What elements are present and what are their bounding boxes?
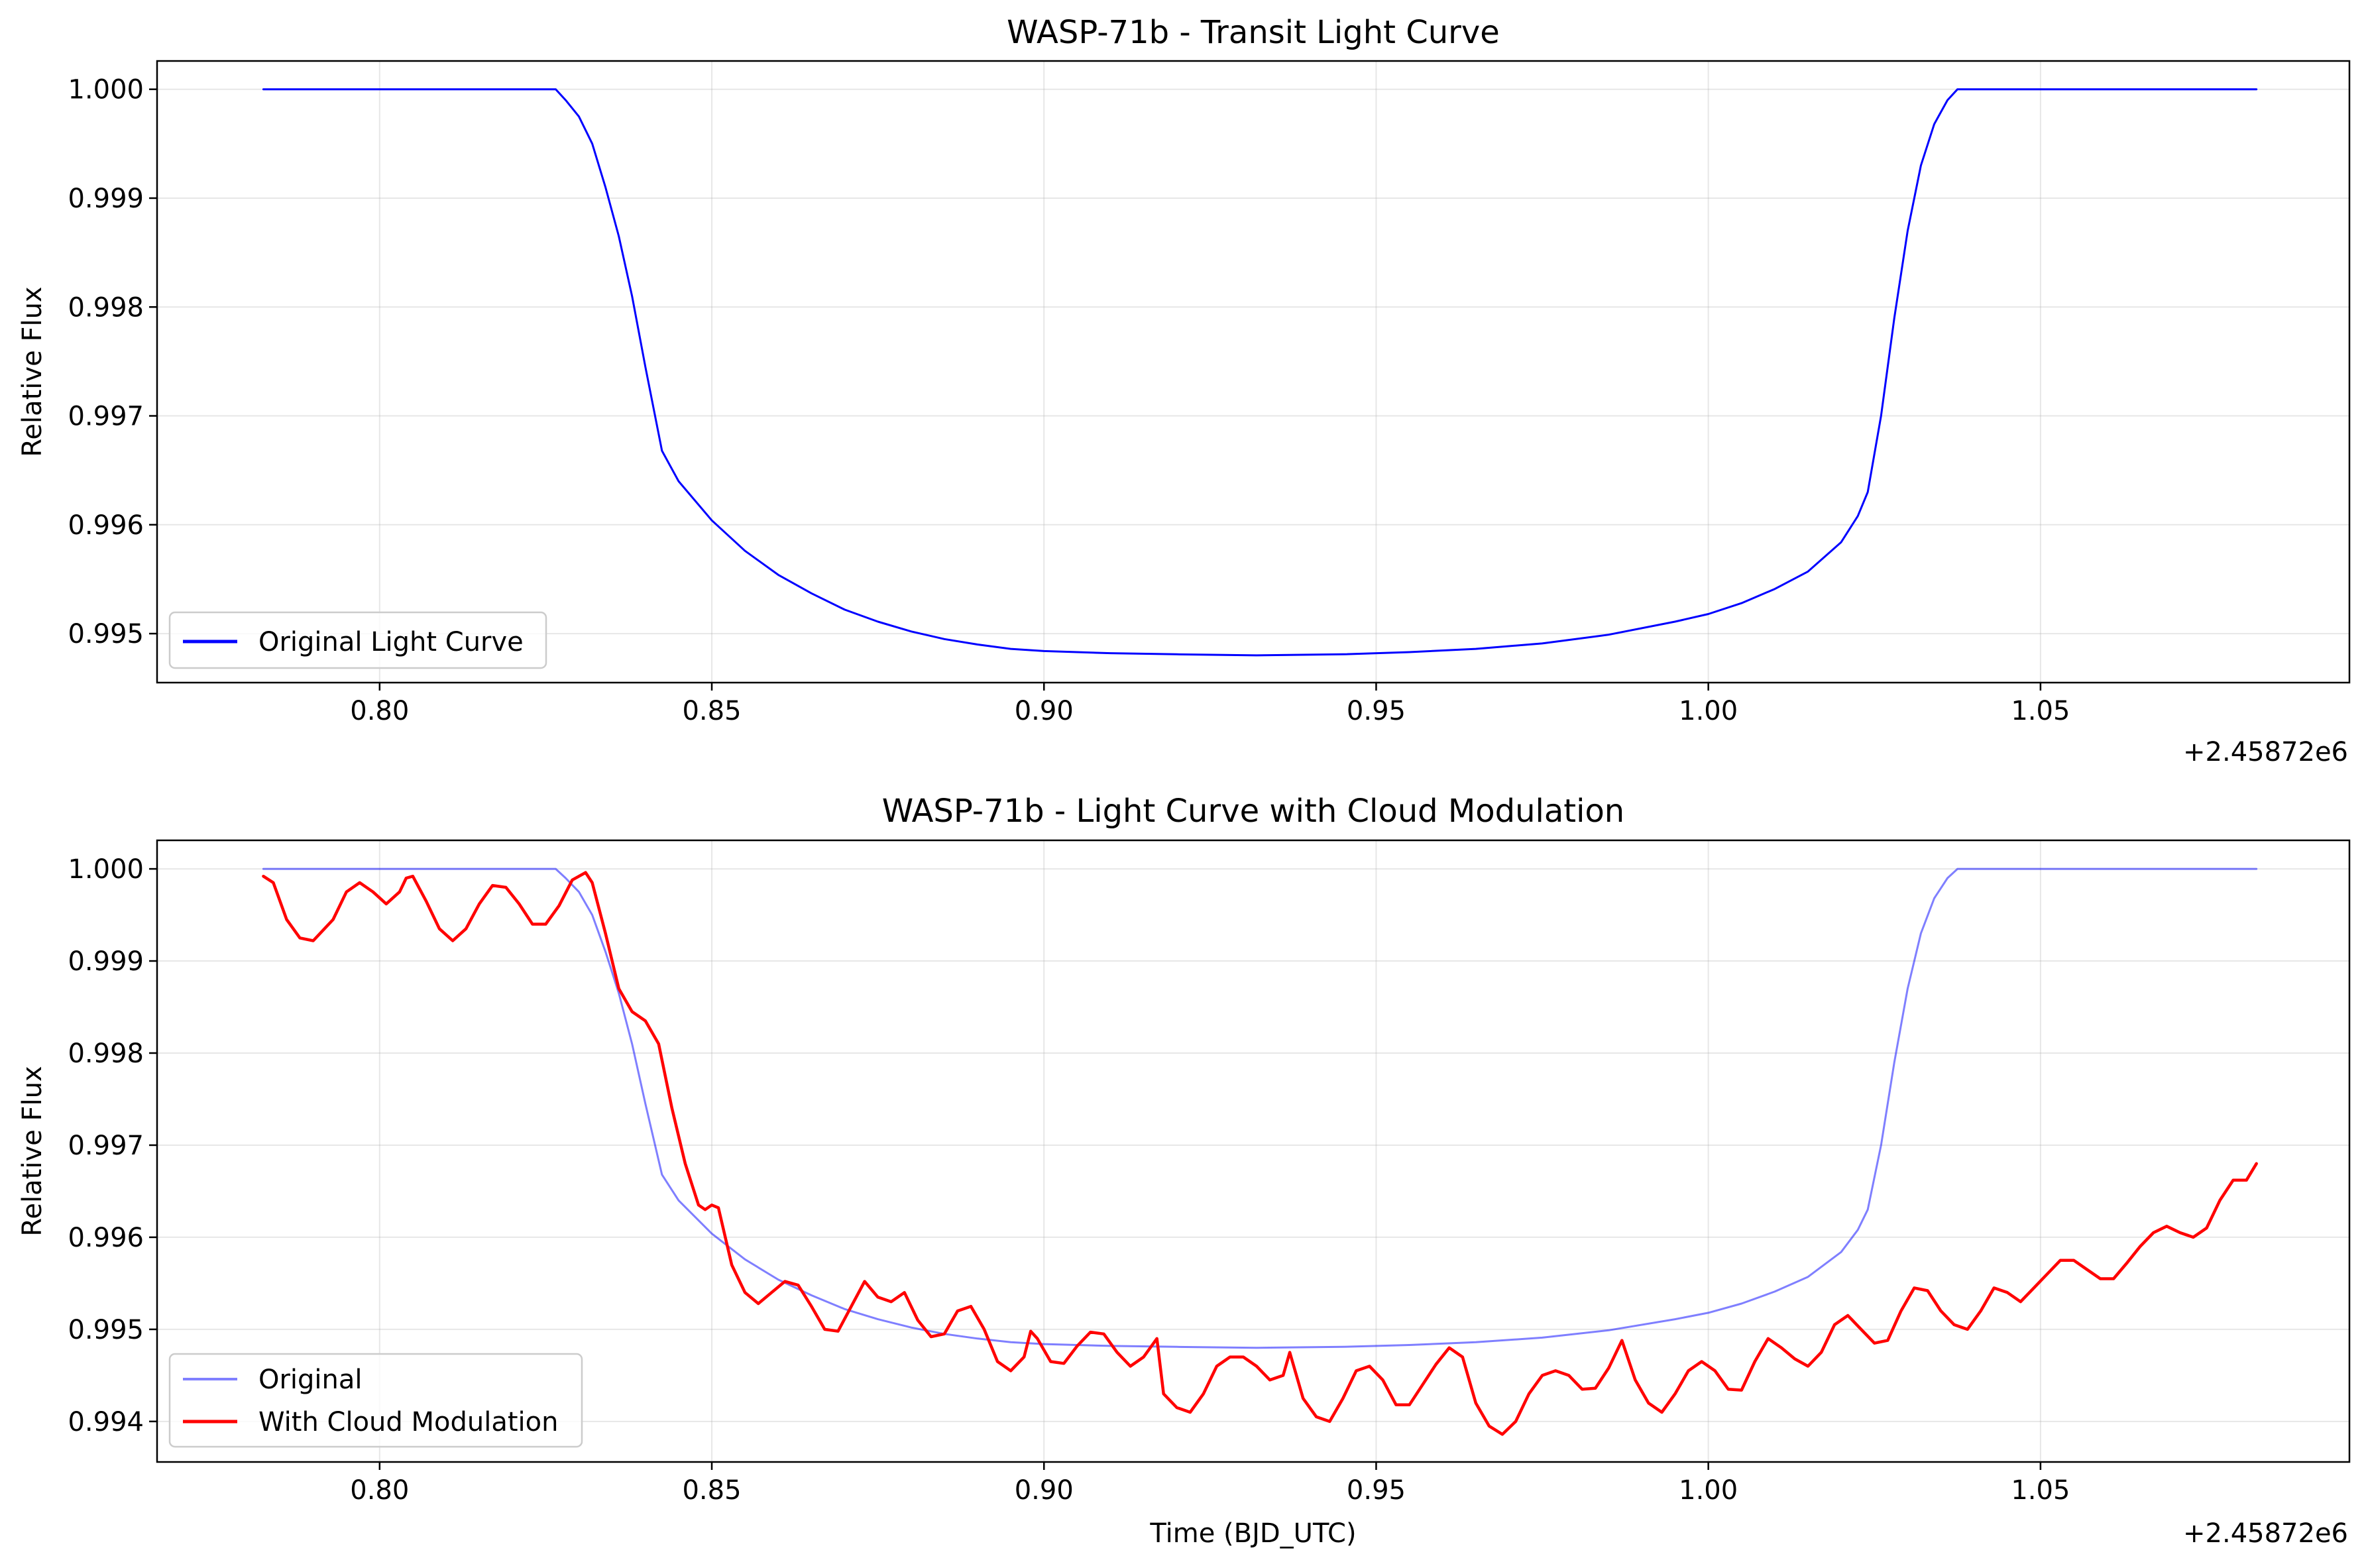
top-xtick-label-0-85: 0.85 <box>682 696 741 726</box>
top-xtick-label-1-05: 1.05 <box>2011 696 2070 726</box>
chart-bottom-legend-box <box>168 1353 583 1448</box>
bottom-ytick-label-1-000: 1.000 <box>68 854 144 885</box>
chart-top-legend-label-original-light-curve: Original Light Curve <box>258 627 524 657</box>
chart-top-legend-box <box>168 611 547 669</box>
chart-bottom-title: WASP-71b - Light Curve with Cloud Modula… <box>882 793 1624 830</box>
bottom-series-line-with-cloud-modulation <box>262 871 2258 1436</box>
bottom-xtick-label-0-80: 0.80 <box>350 1475 409 1506</box>
chart-top-title: WASP-71b - Transit Light Curve <box>1007 14 1500 51</box>
bottom-series-line-original <box>262 868 2258 1349</box>
bottom-xtick-label-0-90: 0.90 <box>1015 1475 1074 1506</box>
chart-bottom-x-ticks: 0.80 0.85 0.90 0.95 1.00 1.05 <box>350 1462 2070 1506</box>
top-ytick-label-0-997: 0.997 <box>68 402 144 432</box>
bottom-ytick-label-0-996: 0.996 <box>68 1223 144 1253</box>
top-ytick-label-0-999: 0.999 <box>68 184 144 214</box>
chart-top-ylabel: Relative Flux <box>17 286 48 457</box>
bottom-ytick-label-0-994: 0.994 <box>68 1407 144 1437</box>
chart-bottom-xlabel: Time (BJD_UTC) <box>1149 1518 1356 1549</box>
bottom-ytick-label-0-995: 0.995 <box>68 1315 144 1345</box>
chart-bottom-legend: Original With Cloud Modulation <box>168 1353 583 1448</box>
bottom-ytick-label-0-998: 0.998 <box>68 1038 144 1069</box>
chart-top-y-ticks: 0.995 0.996 0.997 0.998 0.999 1.000 <box>68 75 157 649</box>
bottom-xtick-label-0-85: 0.85 <box>682 1475 741 1506</box>
chart-bottom-legend-label-cloud-modulation: With Cloud Modulation <box>258 1407 558 1437</box>
chart-top-x-ticks: 0.80 0.85 0.90 0.95 1.00 1.05 <box>350 683 2070 726</box>
chart-top-plot-frame <box>156 60 2351 684</box>
chart-bottom-x-offset: +2.45872e6 <box>2183 1518 2348 1549</box>
top-xtick-label-0-90: 0.90 <box>1015 696 1074 726</box>
bottom-xtick-label-1-00: 1.00 <box>1679 1475 1738 1506</box>
bottom-xtick-label-1-05: 1.05 <box>2011 1475 2070 1506</box>
bottom-xtick-label-0-95: 0.95 <box>1347 1475 1406 1506</box>
chart-top-series <box>262 88 2258 657</box>
chart-top-grid <box>157 61 2349 683</box>
chart-bottom-panel: WASP-71b - Light Curve with Cloud Modula… <box>17 793 2351 1549</box>
chart-bottom-y-ticks: 0.994 0.995 0.996 0.997 0.998 0.999 1.000 <box>68 854 157 1437</box>
top-xtick-label-0-80: 0.80 <box>350 696 409 726</box>
chart-top-legend: Original Light Curve <box>168 611 547 669</box>
top-xtick-label-0-95: 0.95 <box>1347 696 1406 726</box>
top-xtick-label-1-00: 1.00 <box>1679 696 1738 726</box>
top-ytick-label-1-000: 1.000 <box>68 75 144 105</box>
chart-top-x-offset: +2.45872e6 <box>2183 737 2348 767</box>
bottom-ytick-label-0-999: 0.999 <box>68 946 144 977</box>
top-ytick-label-0-998: 0.998 <box>68 292 144 323</box>
bottom-ytick-label-0-997: 0.997 <box>68 1131 144 1161</box>
top-ytick-label-0-995: 0.995 <box>68 619 144 649</box>
chart-bottom-legend-label-original: Original <box>258 1365 363 1395</box>
top-ytick-label-0-996: 0.996 <box>68 510 144 541</box>
chart-bottom-plot-frame <box>156 839 2351 1463</box>
top-series-line-original-light-curve <box>262 88 2258 657</box>
chart-bottom-ylabel: Relative Flux <box>17 1066 48 1236</box>
chart-bottom-series <box>262 868 2258 1436</box>
chart-top-panel: WASP-71b - Transit Light Curve 0.80 0.85 0… <box>17 14 2351 767</box>
